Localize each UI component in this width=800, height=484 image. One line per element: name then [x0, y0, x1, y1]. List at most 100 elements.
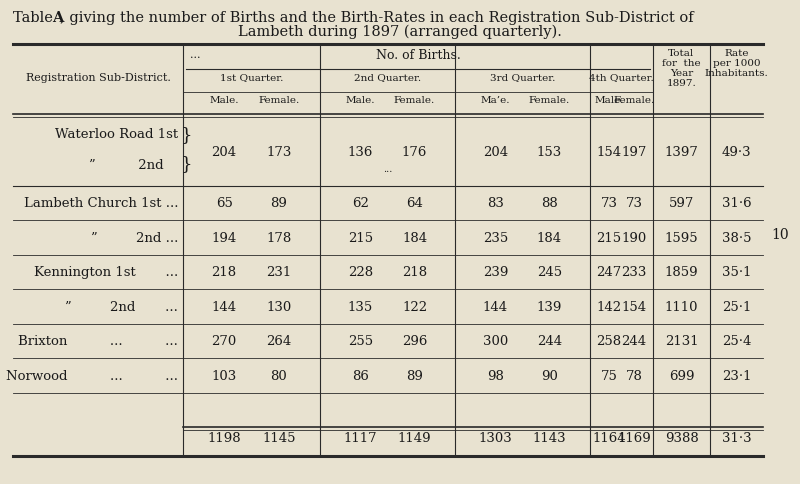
Text: 204: 204 — [211, 145, 237, 158]
Text: 218: 218 — [402, 266, 427, 279]
Text: Registration Sub-District.: Registration Sub-District. — [26, 73, 170, 83]
Text: 4th Quarter.: 4th Quarter. — [589, 73, 654, 82]
Text: per 1000: per 1000 — [713, 59, 760, 68]
Text: , giving the number of Births and the Birth-Rates in each Registration Sub-Distr: , giving the number of Births and the Bi… — [60, 11, 694, 25]
Text: Lambeth Church 1st ...: Lambeth Church 1st ... — [23, 197, 178, 210]
Text: 215: 215 — [348, 231, 373, 244]
Text: 1169: 1169 — [618, 432, 651, 445]
Text: 1143: 1143 — [533, 432, 566, 445]
Text: for  the: for the — [662, 59, 701, 68]
Text: 144: 144 — [483, 300, 508, 313]
Text: }: } — [181, 154, 193, 172]
Text: ”         2nd       ...: ” 2nd ... — [65, 300, 178, 313]
Text: Lambeth during 1897 (arranged quarterly).: Lambeth during 1897 (arranged quarterly)… — [238, 25, 562, 39]
Text: 25·4: 25·4 — [722, 334, 751, 348]
Text: 233: 233 — [622, 266, 646, 279]
Text: 228: 228 — [348, 266, 373, 279]
Text: 89: 89 — [270, 197, 287, 210]
Text: 1859: 1859 — [665, 266, 698, 279]
Text: Male.: Male. — [210, 96, 239, 105]
Text: Waterloo Road 1st: Waterloo Road 1st — [55, 128, 178, 141]
Text: 154: 154 — [596, 145, 622, 158]
Text: Female.: Female. — [258, 96, 299, 105]
Text: 244: 244 — [622, 334, 646, 348]
Text: 244: 244 — [537, 334, 562, 348]
Text: Female.: Female. — [394, 96, 435, 105]
Text: Male.: Male. — [346, 96, 375, 105]
Text: 139: 139 — [537, 300, 562, 313]
Text: 194: 194 — [211, 231, 237, 244]
Text: 1397: 1397 — [665, 145, 698, 158]
Text: 75: 75 — [601, 369, 618, 382]
Text: Rate: Rate — [724, 49, 749, 58]
Text: Female.: Female. — [529, 96, 570, 105]
Text: 1897.: 1897. — [666, 79, 696, 88]
Text: ”         2nd ...: ” 2nd ... — [90, 231, 178, 244]
Text: 1110: 1110 — [665, 300, 698, 313]
Text: ...: ... — [383, 165, 392, 174]
Text: 38·5: 38·5 — [722, 231, 751, 244]
Text: No. of Births.: No. of Births. — [376, 49, 460, 62]
Text: Male.: Male. — [594, 96, 624, 105]
Text: 1303: 1303 — [478, 432, 512, 445]
Text: 122: 122 — [402, 300, 427, 313]
Text: 231: 231 — [266, 266, 291, 279]
Text: 88: 88 — [541, 197, 558, 210]
Text: Table: Table — [13, 11, 58, 25]
Text: }: } — [181, 125, 193, 143]
Text: 78: 78 — [626, 369, 642, 382]
Text: 173: 173 — [266, 145, 291, 158]
Text: 49·3: 49·3 — [722, 145, 751, 158]
Text: 65: 65 — [216, 197, 233, 210]
Text: 255: 255 — [348, 334, 373, 348]
Text: 1145: 1145 — [262, 432, 296, 445]
Text: 247: 247 — [596, 266, 622, 279]
Text: 1198: 1198 — [207, 432, 241, 445]
Text: 144: 144 — [211, 300, 237, 313]
Text: 103: 103 — [211, 369, 237, 382]
Text: 258: 258 — [596, 334, 622, 348]
Text: 25·1: 25·1 — [722, 300, 751, 313]
Text: 73: 73 — [600, 197, 618, 210]
Text: 86: 86 — [352, 369, 369, 382]
Text: 9388: 9388 — [665, 432, 698, 445]
Text: 1149: 1149 — [398, 432, 431, 445]
Text: 597: 597 — [669, 197, 694, 210]
Text: 35·1: 35·1 — [722, 266, 751, 279]
Text: 90: 90 — [541, 369, 558, 382]
Text: 130: 130 — [266, 300, 291, 313]
Text: 154: 154 — [622, 300, 646, 313]
Text: 153: 153 — [537, 145, 562, 158]
Text: 62: 62 — [352, 197, 369, 210]
Text: 204: 204 — [483, 145, 508, 158]
Text: ...: ... — [190, 50, 201, 60]
Text: Kennington 1st       ...: Kennington 1st ... — [34, 266, 178, 279]
Text: 83: 83 — [487, 197, 504, 210]
Text: 235: 235 — [483, 231, 508, 244]
Text: 73: 73 — [626, 197, 642, 210]
Text: Inhabitants.: Inhabitants. — [705, 69, 768, 78]
Text: 3rd Quarter.: 3rd Quarter. — [490, 73, 555, 82]
Text: 215: 215 — [596, 231, 622, 244]
Text: 245: 245 — [537, 266, 562, 279]
Text: 142: 142 — [596, 300, 622, 313]
Text: Female.: Female. — [614, 96, 654, 105]
Text: 1164: 1164 — [592, 432, 626, 445]
Text: 184: 184 — [537, 231, 562, 244]
Text: 184: 184 — [402, 231, 427, 244]
Text: 1595: 1595 — [665, 231, 698, 244]
Text: ”          2nd: ” 2nd — [90, 159, 164, 172]
Text: Year: Year — [670, 69, 693, 78]
Text: 89: 89 — [406, 369, 423, 382]
Text: 176: 176 — [402, 145, 427, 158]
Text: 190: 190 — [622, 231, 646, 244]
Text: 264: 264 — [266, 334, 291, 348]
Text: Total: Total — [668, 49, 694, 58]
Text: 1st Quarter.: 1st Quarter. — [220, 73, 283, 82]
Text: 239: 239 — [483, 266, 508, 279]
Text: 218: 218 — [211, 266, 237, 279]
Text: 23·1: 23·1 — [722, 369, 751, 382]
Text: Brixton          ...          ...: Brixton ... ... — [18, 334, 178, 348]
Text: 135: 135 — [348, 300, 373, 313]
Text: 2nd Quarter.: 2nd Quarter. — [354, 73, 421, 82]
